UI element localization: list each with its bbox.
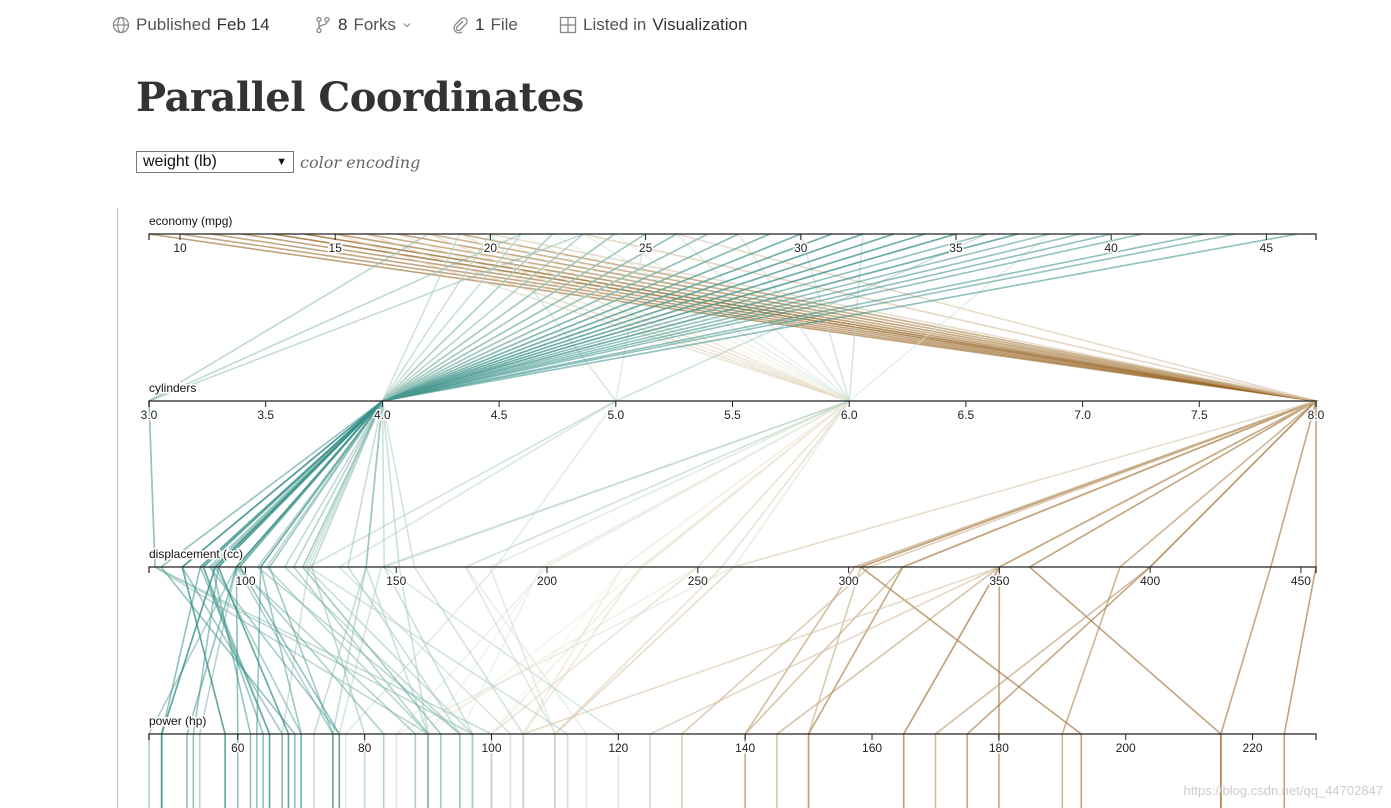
record-line — [255, 233, 1050, 808]
files-count: 1 — [475, 15, 485, 34]
record-line — [334, 233, 851, 808]
axis-3: 100 150 200 250 300 350 400 450 displacement (cc… — [148, 546, 1317, 590]
color-controls: weight (lb) ▼ color encoding — [136, 151, 420, 173]
axis-label: displacement (cc) — [149, 547, 243, 561]
files-button[interactable]: 1 File — [451, 15, 518, 35]
record-line — [148, 233, 677, 808]
record-line — [235, 233, 957, 808]
tick-label: 40 — [1104, 241, 1118, 255]
tick-label: 180 — [989, 741, 1009, 755]
record-line — [160, 233, 1112, 808]
tick-label: 7.5 — [1191, 408, 1208, 422]
published-info: Published Feb 14 — [112, 15, 270, 35]
dropdown-arrow-icon: ▼ — [276, 156, 287, 168]
fork-icon — [316, 16, 330, 34]
grid-icon — [559, 16, 577, 34]
collection-name: Visualization — [652, 15, 748, 34]
tick-label: 100 — [235, 574, 255, 588]
axis-domain — [148, 733, 1317, 740]
axes-layer: 10 15 20 25 30 35 40 45 economy (mpg) 3.0 3.5 4.0 4.… — [139, 213, 1326, 757]
tick-label: 160 — [862, 741, 882, 755]
axis-domain — [148, 566, 1317, 573]
tick-label: 100 — [481, 741, 501, 755]
cell-divider — [117, 208, 118, 808]
globe-icon — [112, 16, 130, 34]
axis-1: 10 15 20 25 30 35 40 45 economy (mpg) — [148, 213, 1317, 257]
tick-label: 45 — [1260, 241, 1274, 255]
color-encoding-select[interactable]: weight (lb) ▼ — [136, 151, 294, 173]
tick-label: 30 — [794, 241, 808, 255]
tick-label: 3.0 — [141, 408, 158, 422]
tick-label: 300 — [839, 574, 859, 588]
tick-label: 350 — [989, 574, 1009, 588]
forks-count: 8 — [338, 15, 348, 34]
forks-label: Forks — [353, 15, 396, 34]
tick-label: 6.0 — [841, 408, 858, 422]
axis-4: 60 80 100 120 140 160 180 200 220 power (hp) — [148, 713, 1317, 757]
tick-label: 4.5 — [491, 408, 508, 422]
color-encoding-value: weight (lb) — [143, 153, 217, 170]
page-title: Parallel Coordinates — [136, 74, 584, 121]
record-line — [148, 233, 584, 808]
tick-label: 20 — [484, 241, 498, 255]
published-date: Feb 14 — [216, 15, 270, 34]
polylines-layer — [148, 233, 1320, 808]
paperclip-icon — [453, 17, 468, 34]
color-encoding-caption: color encoding — [300, 152, 421, 172]
tick-label: 7.0 — [1074, 408, 1091, 422]
tick-label: 25 — [639, 241, 653, 255]
files-label: File — [490, 15, 518, 34]
tick-label: 10 — [173, 241, 187, 255]
record-line — [281, 233, 988, 808]
notebook-meta-bar: Published Feb 14 8 Forks 1 File Listed i… — [0, 0, 1391, 52]
tick-label: 60 — [231, 741, 245, 755]
tick-label: 450 — [1291, 574, 1311, 588]
tick-label: 8.0 — [1308, 408, 1325, 422]
record-line — [304, 233, 523, 808]
tick-label: 120 — [608, 741, 628, 755]
tick-label: 150 — [386, 574, 406, 588]
forks-button[interactable]: 8 Forks — [314, 15, 412, 35]
tick-label: 80 — [358, 741, 372, 755]
published-label: Published — [136, 15, 211, 34]
tick-label: 250 — [688, 574, 708, 588]
tick-label: 220 — [1243, 741, 1263, 755]
tick-label: 6.5 — [958, 408, 975, 422]
record-line — [186, 233, 1236, 808]
tick-label: 400 — [1140, 574, 1160, 588]
tick-label: 140 — [735, 741, 755, 755]
tick-label: 5.0 — [607, 408, 624, 422]
record-line — [235, 233, 709, 808]
axis-label: cylinders — [149, 381, 196, 395]
record-line — [365, 233, 492, 808]
chevron-down-icon — [403, 23, 411, 28]
tick-label: 200 — [537, 574, 557, 588]
tick-label: 15 — [329, 241, 343, 255]
record-line — [313, 233, 554, 808]
record-line — [337, 233, 617, 808]
tick-label: 200 — [1116, 741, 1136, 755]
tick-label: 3.5 — [257, 408, 274, 422]
tick-label: 5.5 — [724, 408, 741, 422]
axis-label: economy (mpg) — [149, 214, 232, 228]
collection-link[interactable]: Listed in Visualization — [559, 15, 747, 35]
watermark: https://blog.csdn.net/qq_44702847 — [1183, 783, 1384, 798]
axis-domain — [148, 233, 1317, 240]
tick-label: 4.0 — [374, 408, 391, 422]
listed-prefix: Listed in — [583, 15, 647, 34]
axis-label: power (hp) — [149, 714, 206, 728]
tick-label: 35 — [949, 241, 963, 255]
axis-2: 3.0 3.5 4.0 4.5 5.0 5.5 6.0 6.5 7.0 7.5 8.0 cylinde… — [139, 380, 1326, 424]
